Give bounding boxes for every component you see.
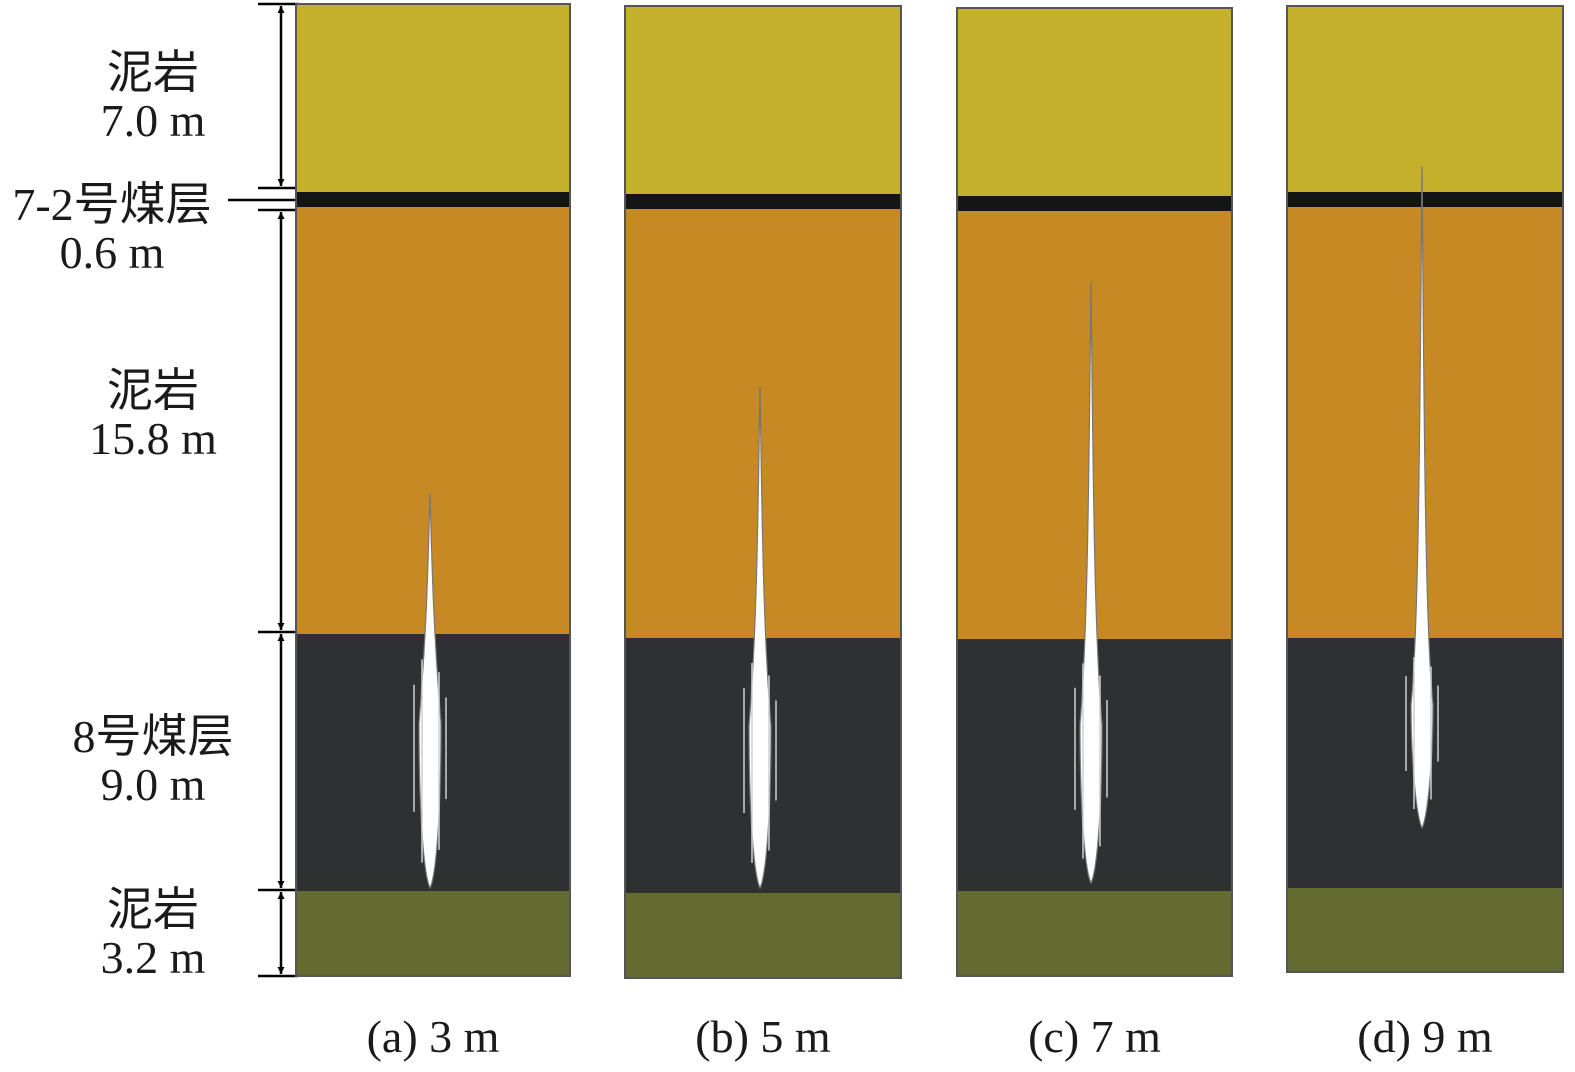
layer-3-thickness: 15.8 m [89,413,217,464]
panel-border [624,5,902,979]
panel-b-layer-5 [625,893,901,978]
layer-1-name: 泥岩 [107,47,199,98]
layer-5-name: 泥岩 [107,884,199,935]
dimension-lines [228,2,298,978]
panel-d-layer-5 [1287,888,1563,972]
panel-d-layer-1 [1287,6,1563,192]
panel-a-layer-2 [296,192,570,207]
panel-d: (d) 9 m [1286,5,1564,1062]
fracture-crack [1410,165,1434,830]
panel-a-layer-5 [296,891,570,976]
layer-1-thickness: 7.0 m [101,95,206,146]
panel-a-layer-1 [296,4,570,192]
panel-d-layer-2 [1287,192,1563,207]
panels: (a) 3 m (b) 5 m (c) 7 m (d) 9 m [295,3,1564,1062]
panel-caption: (c) 7 m [1028,1011,1161,1062]
panel-a: (a) 3 m [295,3,571,1062]
panel-caption: (d) 9 m [1357,1011,1493,1062]
panel-border [1286,5,1564,973]
panel-c: (c) 7 m [956,7,1233,1062]
fracture-crack [418,492,442,890]
panel-c-layer-5 [957,891,1232,976]
fracture-crack [1079,281,1103,885]
panel-caption: (b) 5 m [695,1011,831,1062]
panel-b-layer-1 [625,6,901,194]
panel-border [295,3,571,977]
layer-4-thickness: 9.0 m [101,759,206,810]
panel-caption: (a) 3 m [367,1011,500,1062]
fracture-crack [748,385,772,890]
layer-labels: 泥岩 7.0 m 7-2号煤层 0.6 m 泥岩 15.8 m 8号煤层 9.0… [12,47,233,983]
layer-2-name: 7-2号煤层 [12,179,211,230]
layer-2-thickness: 0.6 m [60,227,165,278]
panel-c-layer-1 [957,8,1232,196]
panel-b: (b) 5 m [624,5,902,1062]
layer-3-name: 泥岩 [107,365,199,416]
panel-c-layer-2 [957,196,1232,211]
layer-4-name: 8号煤层 [73,711,234,762]
panel-a-layer-3 [296,207,570,634]
panel-border [956,7,1233,977]
panel-b-layer-2 [625,194,901,209]
layer-5-thickness: 3.2 m [101,932,206,983]
